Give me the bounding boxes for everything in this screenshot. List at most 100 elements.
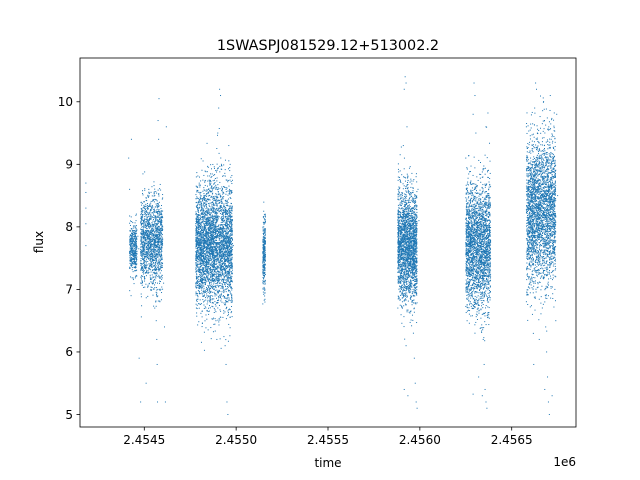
data-point [145, 232, 147, 234]
data-point [225, 247, 227, 249]
data-point [212, 247, 214, 249]
data-point [216, 245, 218, 247]
data-point [143, 219, 145, 221]
data-point [160, 251, 162, 253]
data-point [226, 247, 228, 249]
data-point [204, 221, 206, 223]
data-point [225, 193, 227, 195]
data-point [225, 239, 227, 241]
data-point [160, 219, 162, 221]
data-point [231, 311, 233, 313]
data-point [206, 243, 208, 245]
data-point [200, 233, 202, 235]
data-point [218, 152, 220, 154]
data-point [207, 228, 209, 230]
data-point [211, 243, 213, 245]
data-point [213, 256, 215, 258]
data-point [129, 255, 131, 257]
data-point [202, 248, 204, 250]
data-point [222, 221, 224, 223]
data-point [207, 216, 209, 218]
data-point [202, 242, 204, 244]
data-point [220, 270, 222, 272]
data-point [129, 236, 131, 238]
data-point [211, 265, 213, 267]
data-point [142, 238, 144, 240]
data-point [143, 257, 145, 259]
data-point [218, 264, 220, 266]
data-point [129, 243, 131, 245]
data-point [160, 207, 162, 209]
data-point [131, 261, 133, 263]
data-point [132, 232, 134, 234]
data-point [231, 259, 233, 261]
data-point [227, 190, 229, 192]
data-point [129, 242, 131, 244]
data-point [197, 256, 199, 258]
data-point [141, 282, 143, 284]
data-point [219, 235, 221, 237]
data-point [202, 197, 204, 199]
data-point [205, 307, 207, 309]
data-point [201, 227, 203, 229]
data-point [197, 266, 199, 268]
data-point [222, 254, 224, 256]
data-point [226, 276, 228, 278]
data-point [146, 255, 148, 257]
data-point [131, 246, 133, 248]
data-point [141, 237, 143, 239]
data-point [200, 302, 202, 304]
data-point [130, 239, 132, 241]
data-point [158, 262, 160, 264]
data-point [213, 255, 215, 257]
data-point [212, 288, 214, 290]
data-point [161, 224, 163, 226]
data-point [159, 217, 161, 219]
data-point [157, 216, 159, 218]
data-point [206, 261, 208, 263]
data-point [131, 264, 133, 266]
data-point [197, 208, 199, 210]
data-point [160, 234, 162, 236]
data-point [149, 217, 151, 219]
data-point [145, 255, 147, 257]
data-point [146, 257, 148, 259]
data-point [144, 224, 146, 226]
data-point [154, 188, 156, 190]
data-point [200, 233, 202, 235]
data-point [212, 207, 214, 209]
data-point [151, 216, 153, 218]
data-point [220, 276, 222, 278]
data-point [222, 228, 224, 230]
data-point [209, 281, 211, 283]
data-point [145, 248, 147, 250]
data-point [135, 213, 137, 215]
data-point [156, 236, 158, 238]
data-point [204, 226, 206, 228]
data-point [140, 250, 142, 252]
data-point [143, 206, 145, 208]
data-point [224, 159, 226, 161]
data-point [159, 241, 161, 243]
data-point [141, 241, 143, 243]
data-point [147, 222, 148, 224]
data-point [207, 257, 209, 259]
data-point [215, 272, 217, 274]
data-point [231, 219, 233, 221]
data-point [159, 257, 161, 259]
data-point [129, 260, 131, 262]
data-point [211, 269, 213, 271]
data-point [214, 179, 215, 181]
data-point [215, 218, 217, 220]
data-point [214, 261, 216, 263]
data-point [195, 243, 197, 245]
data-point [140, 252, 142, 254]
data-point [200, 158, 202, 160]
data-point [159, 263, 161, 265]
data-point [223, 310, 225, 312]
data-point [211, 302, 213, 304]
data-point [134, 257, 136, 259]
data-point [216, 203, 218, 205]
data-point [221, 191, 223, 193]
data-point [144, 221, 146, 223]
